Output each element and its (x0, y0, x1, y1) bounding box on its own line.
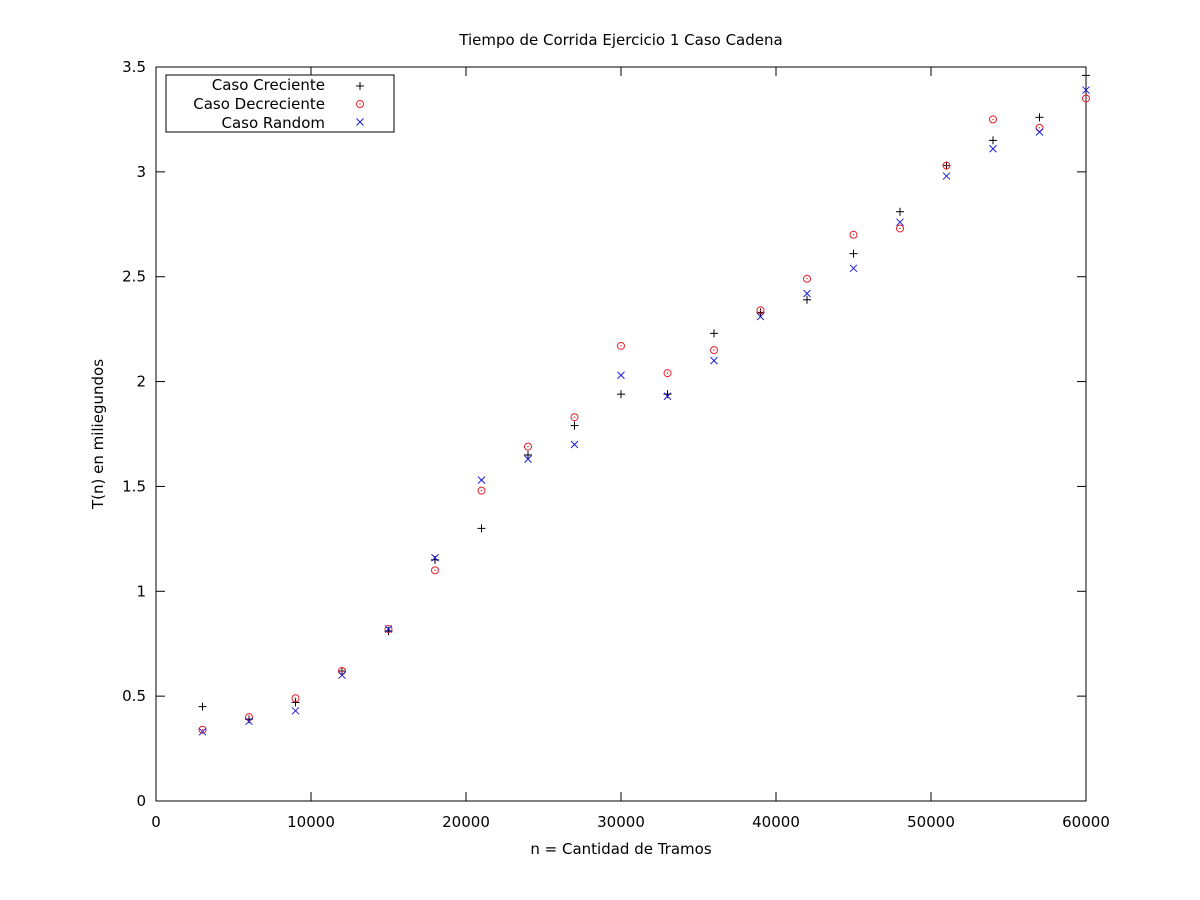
x-tick-label: 10000 (287, 813, 335, 831)
point-random (1035, 128, 1044, 136)
point-creciente (803, 295, 811, 304)
point-random (803, 289, 811, 298)
y-tick-label: 1 (136, 582, 146, 600)
legend-label-random: Caso Random (221, 114, 325, 132)
x-tick-label: 0 (151, 813, 161, 831)
point-creciente (989, 136, 997, 145)
point-decreciente (617, 341, 625, 350)
chart-title: Tiempo de Corrida Ejercicio 1 Caso Caden… (458, 31, 782, 49)
x-tick-labels: 0 10000 20000 30000 40000 50000 60000 (151, 813, 1110, 831)
point-random (710, 356, 718, 365)
point-random (384, 625, 393, 633)
point-decreciente (896, 224, 904, 233)
point-creciente (896, 207, 904, 216)
x-tick-label: 20000 (442, 813, 490, 831)
point-random (477, 476, 486, 484)
point-creciente (710, 329, 718, 338)
x-tick-label: 50000 (907, 813, 955, 831)
x-tick-label: 40000 (752, 813, 800, 831)
point-decreciente (477, 486, 486, 495)
y-tick-label: 0.5 (122, 687, 146, 705)
plot-area-frame (155, 66, 1087, 802)
point-decreciente (291, 694, 300, 703)
legend-label-decreciente: Caso Decreciente (193, 95, 325, 113)
point-creciente (570, 421, 579, 430)
y-tick-label: 2.5 (122, 268, 146, 286)
x-axis-label: n = Cantidad de Tramos (530, 840, 711, 858)
point-random (1082, 86, 1090, 94)
point-decreciente (570, 413, 579, 422)
y-tick-label: 1.5 (122, 477, 146, 495)
point-random (896, 218, 904, 227)
legend: Caso Creciente Caso Decreciente Caso Ran… (165, 74, 395, 133)
point-random (849, 264, 858, 273)
point-creciente (198, 702, 207, 711)
point-creciente (477, 524, 486, 533)
legend-markers (356, 82, 364, 126)
point-creciente (291, 698, 300, 707)
point-decreciente (989, 115, 997, 124)
legend-label-creciente: Caso Creciente (212, 76, 325, 94)
point-creciente (1035, 113, 1044, 122)
point-decreciente (663, 369, 672, 378)
point-random (989, 144, 997, 153)
y-tick-label: 3.5 (122, 58, 146, 76)
point-creciente (849, 249, 858, 258)
axis-ticks (155, 66, 1087, 802)
point-decreciente (524, 442, 532, 451)
point-random (431, 553, 439, 562)
y-tick-label: 3 (136, 163, 146, 181)
x-tick-label: 60000 (1062, 813, 1110, 831)
point-random (291, 706, 300, 715)
x-tick-label: 30000 (597, 813, 645, 831)
point-decreciente (1082, 94, 1090, 103)
point-random (663, 392, 672, 401)
legend-box (165, 74, 395, 133)
point-decreciente (198, 725, 207, 734)
point-decreciente (803, 274, 811, 283)
point-random (756, 312, 765, 321)
point-decreciente (710, 346, 718, 355)
point-decreciente (756, 306, 765, 315)
legend-marker-decreciente (356, 100, 364, 108)
point-creciente (617, 390, 625, 399)
y-axis-label: T(n) en miliegundos (89, 359, 107, 510)
y-tick-label: 2 (136, 373, 146, 391)
point-random (570, 440, 579, 449)
point-decreciente (431, 566, 439, 575)
point-random (617, 371, 625, 380)
point-random (524, 455, 532, 464)
point-random (338, 671, 346, 680)
point-random (245, 717, 253, 726)
point-decreciente (849, 230, 858, 239)
legend-marker-random (356, 118, 364, 126)
legend-marker-creciente (356, 82, 364, 90)
point-decreciente (942, 161, 951, 170)
point-creciente (1082, 71, 1090, 80)
data-points (198, 71, 1090, 736)
point-random (942, 172, 951, 180)
y-tick-label: 0 (136, 792, 146, 810)
y-tick-labels: 0 0.5 1 1.5 2 2.5 3 3.5 (122, 58, 146, 810)
point-random (198, 727, 207, 736)
point-creciente (524, 450, 532, 459)
